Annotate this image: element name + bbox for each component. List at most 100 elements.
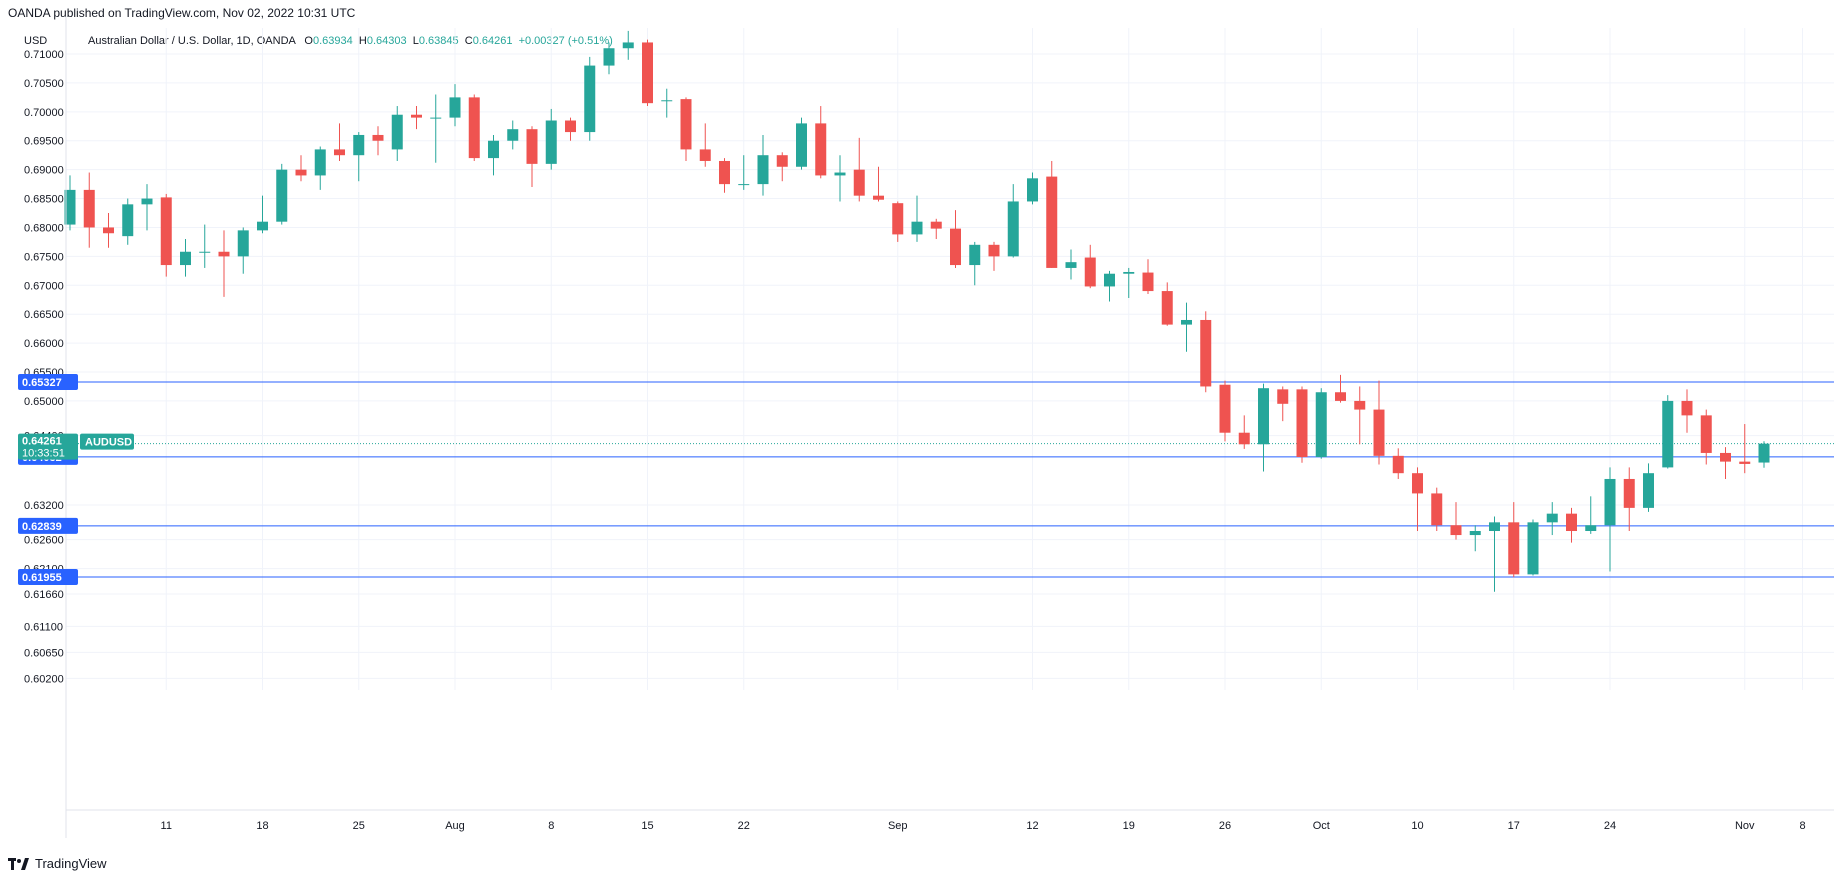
y-tick-label: 0.60650: [24, 647, 64, 659]
symbol-tag: AUDUSD: [85, 437, 132, 449]
candle-up: [180, 251, 191, 266]
candle-down: [1700, 415, 1712, 453]
legend-o-label: O: [304, 35, 313, 47]
candle-down: [1373, 409, 1385, 456]
legend-low-value: 0.63845: [418, 35, 459, 47]
tradingview-footer[interactable]: TradingView: [8, 856, 107, 871]
candle-down: [526, 129, 538, 164]
last-price-label-bg: [18, 433, 78, 460]
x-tick-label: 26: [1219, 820, 1231, 832]
x-tick-label: 8: [548, 820, 554, 832]
candle-up: [449, 97, 461, 118]
candle-down: [988, 244, 1000, 257]
candle-down: [1161, 291, 1173, 325]
candle-up: [1104, 273, 1115, 287]
candle-down: [1623, 478, 1635, 508]
legend-l-label: L: [412, 35, 419, 47]
candle-down: [776, 155, 788, 167]
x-tick-label: 22: [738, 820, 750, 832]
candle-up: [314, 149, 326, 176]
candle-down: [1392, 455, 1404, 474]
candle-up: [911, 221, 923, 235]
y-tick-label: 0.70500: [24, 78, 64, 90]
legend-open-value: 0.63934: [312, 35, 353, 47]
tradingview-logo-icon: [8, 857, 29, 870]
y-tick-label: 0.69500: [24, 136, 64, 148]
y-tick-label: 0.67000: [24, 280, 64, 292]
x-tick-label: 12: [1026, 820, 1038, 832]
candle-down: [1508, 522, 1520, 575]
candle-down: [411, 114, 422, 118]
candle-down: [1277, 389, 1289, 404]
y-tick-label: 0.66000: [24, 338, 64, 350]
candle-down: [680, 99, 692, 150]
candle-down: [1739, 461, 1751, 464]
candle-down: [1142, 272, 1154, 292]
candle-down: [103, 227, 114, 234]
candle-down: [1354, 400, 1366, 410]
y-tick-label: 0.61660: [24, 589, 64, 601]
candle-down: [160, 197, 172, 266]
x-tick-label: 10: [1411, 820, 1423, 832]
y-tick-label: 0.63200: [24, 500, 64, 512]
y-tick-label: 0.68500: [24, 194, 64, 206]
candle-up: [1315, 392, 1327, 457]
candle-up: [1758, 443, 1770, 463]
candle-down: [930, 221, 942, 229]
candle-down: [1431, 493, 1443, 526]
candle-down: [372, 134, 384, 141]
candle-down: [1412, 473, 1423, 494]
last-price-label: 0.64261: [22, 436, 62, 448]
x-tick-label: 24: [1604, 820, 1616, 832]
price-labels: 0.653270.640320.628390.619550.6426110:33…: [18, 374, 134, 585]
candle-up: [796, 123, 807, 167]
y-tick-label: 0.71000: [24, 49, 64, 61]
legend-high-value: 0.64303: [366, 35, 407, 47]
candle-down: [815, 123, 827, 176]
x-tick-label: 15: [641, 820, 653, 832]
candle-down: [873, 195, 884, 200]
candle-up: [257, 221, 268, 231]
candle-up: [1489, 522, 1500, 532]
y-tick-label: 0.68000: [24, 222, 64, 234]
candle-up: [1027, 178, 1038, 202]
y-tick-label: 0.66500: [24, 309, 64, 321]
candle-down: [699, 149, 711, 161]
horizontal-line-label-bg: [18, 517, 78, 534]
candle-up: [757, 155, 769, 185]
candle-up: [1123, 271, 1135, 274]
axes: 0.71000 0.70500 0.70000 0.69500 0.69000 0.685…: [24, 16, 1834, 838]
y-tick-label: 0.62600: [24, 535, 64, 547]
chart-legend: Australian Dollar / U.S. Dollar, 1D, OAN…: [88, 35, 613, 47]
candle-down: [295, 169, 307, 176]
candle-up: [738, 184, 750, 186]
candle-up: [1007, 201, 1019, 257]
candle-down: [853, 169, 865, 196]
candle-countdown: 10:33:51: [22, 448, 65, 460]
x-tick-label: Oct: [1313, 820, 1330, 832]
candle-up: [276, 169, 288, 222]
horizontal-line-label-bg: [18, 374, 78, 391]
candle-up: [391, 114, 403, 150]
support-resistance-lines: [66, 381, 1834, 578]
candle-up: [834, 172, 846, 176]
candle-up: [1585, 525, 1597, 532]
candle-up: [64, 189, 76, 225]
x-tick-label: 25: [353, 820, 365, 832]
y-tick-label: 0.65000: [24, 396, 64, 408]
legend-h-label: H: [358, 35, 367, 47]
candle-down: [1219, 384, 1231, 433]
candle-up: [122, 204, 134, 237]
candle-up: [1469, 531, 1481, 536]
candle-down: [950, 228, 961, 266]
horizontal-line-label: 0.65327: [22, 377, 62, 389]
x-tick-label: Nov: [1735, 820, 1755, 832]
x-tick-label: 17: [1508, 820, 1520, 832]
x-tick-label: 18: [256, 820, 268, 832]
candle-up: [1258, 388, 1269, 445]
candle-up: [199, 251, 211, 253]
grid-lines: [66, 28, 1834, 690]
candle-down: [1238, 432, 1250, 445]
y-tick-label: 0.67500: [24, 251, 64, 263]
